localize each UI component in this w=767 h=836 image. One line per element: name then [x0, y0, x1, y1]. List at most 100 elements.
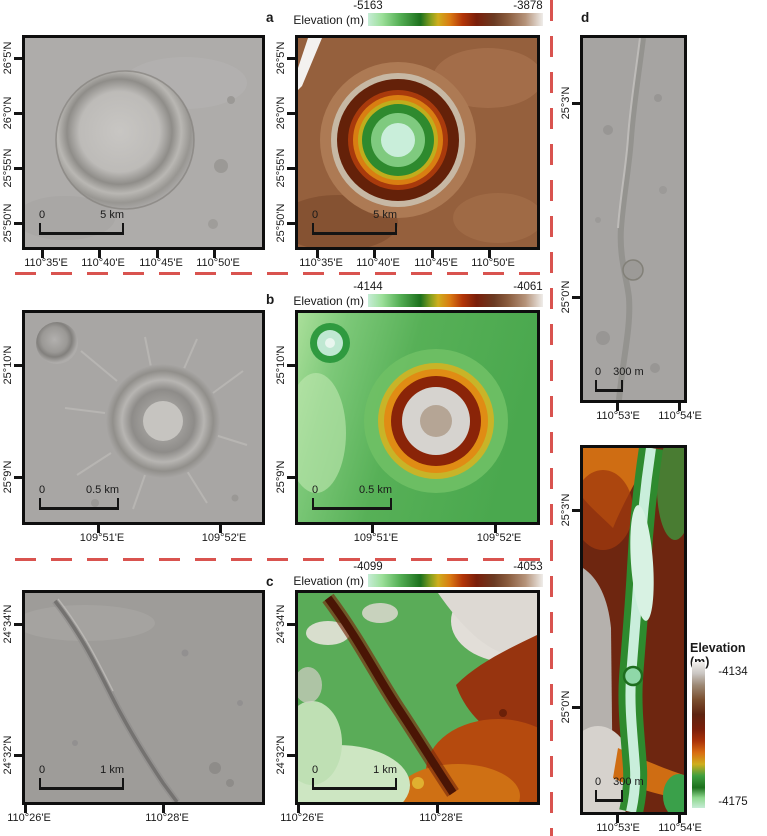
y-axis-label: 25°9'N	[275, 460, 287, 494]
scale-zero: 0	[595, 366, 602, 378]
x-tick	[616, 403, 619, 411]
y-tick	[14, 623, 22, 626]
scale-zero: 0	[312, 764, 319, 776]
panel-label-a: a	[266, 10, 274, 25]
scale-bar: 0 300 m	[595, 366, 644, 392]
crater-elevation-image	[298, 313, 537, 522]
scale-bracket	[595, 790, 623, 802]
channel-orthoimage	[25, 593, 262, 802]
x-axis-label: 109°51'E	[353, 532, 399, 544]
scale-bar: 0 0.5 km	[312, 484, 392, 510]
x-tick	[371, 525, 374, 533]
x-axis-label: 109°52'E	[201, 532, 247, 544]
y-axis-label: 25°50'N	[2, 203, 14, 243]
separator-row2-row3	[15, 558, 547, 561]
y-tick	[14, 112, 22, 115]
x-tick	[162, 805, 165, 813]
y-tick	[287, 623, 295, 626]
x-axis-label: 110°40'E	[356, 257, 400, 269]
y-axis-label: 25°50'N	[275, 203, 287, 243]
colorbar-a-label: Elevation (m)	[293, 13, 364, 27]
elevation-colorbar-a	[368, 13, 543, 26]
x-axis-label: 110°26'E	[7, 812, 51, 824]
y-tick	[572, 296, 580, 299]
y-axis-label: 26°5'N	[275, 41, 287, 75]
scale-bar: 0 300 m	[595, 776, 644, 802]
scale-zero: 0	[595, 776, 602, 788]
crater-orthoimage	[25, 313, 262, 522]
x-tick	[373, 250, 376, 258]
scale-length: 0.5 km	[358, 484, 392, 496]
x-tick	[616, 815, 619, 823]
y-tick	[287, 57, 295, 60]
y-tick	[287, 754, 295, 757]
scale-zero: 0	[312, 209, 319, 221]
scale-zero: 0	[39, 484, 46, 496]
y-tick	[572, 509, 580, 512]
y-tick	[14, 754, 22, 757]
panel-b-elevation: 0 0.5 km 25°10'N 25°9'N 109°51'E 109°52'E	[275, 310, 540, 544]
panel-label-d: d	[581, 10, 590, 25]
separator-row1-row2	[15, 272, 547, 275]
scale-bar: 0 1 km	[312, 764, 397, 790]
panel-b-grayscale: 0 0.5 km 25°10'N 25°9'N 109°51'E 109°52'E	[2, 310, 265, 544]
elevation-colorbar-d	[692, 662, 705, 808]
scale-bracket	[312, 498, 392, 510]
x-axis-label: 109°51'E	[79, 532, 125, 544]
scale-bar: 0 1 km	[39, 764, 124, 790]
panel-d-grayscale-map: 0 300 m	[580, 35, 687, 403]
x-tick	[431, 250, 434, 258]
x-axis-label: 109°52'E	[476, 532, 522, 544]
y-axis-label: 25°10'N	[275, 345, 287, 385]
elevation-colorbar-c	[368, 574, 543, 587]
x-axis-label: 110°54'E	[658, 410, 702, 422]
y-tick	[287, 364, 295, 367]
x-axis-label: 110°35'E	[299, 257, 343, 269]
panel-b-grayscale-map: 0 0.5 km	[22, 310, 265, 525]
y-axis-label: 25°55'N	[275, 148, 287, 188]
y-tick	[14, 57, 22, 60]
y-axis-label: 26°5'N	[2, 41, 14, 75]
panel-d-grayscale: 0 300 m 25°3'N 25°0'N 110°53'E 110°54'E	[560, 35, 702, 422]
x-axis-label: 110°28'E	[145, 812, 189, 824]
y-axis-label: 26°0'N	[275, 96, 287, 130]
scale-bar: 0 5 km	[312, 209, 397, 235]
x-tick	[316, 250, 319, 258]
x-axis-label: 110°54'E	[658, 822, 702, 834]
colorbar-d-top: -4134	[718, 666, 748, 678]
scale-bracket	[39, 778, 124, 790]
panel-a-elevation: 0 5 km 26°5'N 26°0'N 25°55'N 25°50'N 110°…	[275, 35, 540, 269]
x-tick	[678, 815, 681, 823]
scale-bracket	[312, 778, 397, 790]
panel-c-grayscale: 0 1 km 24°34'N 24°32'N 110°26'E 110°28'E	[2, 590, 265, 824]
x-axis-label: 110°28'E	[419, 812, 463, 824]
y-axis-label: 25°9'N	[2, 460, 14, 494]
scale-length: 0.5 km	[85, 484, 119, 496]
separator-column-d	[550, 0, 553, 836]
crater-elevation-image	[298, 38, 537, 247]
channel-elevation-image	[583, 448, 684, 812]
elevation-colorbar-b	[368, 294, 543, 307]
y-tick	[14, 167, 22, 170]
panel-c-grayscale-map: 0 1 km	[22, 590, 265, 805]
x-tick	[494, 525, 497, 533]
scale-zero: 0	[39, 209, 46, 221]
scale-bracket	[39, 223, 124, 235]
y-axis-label: 24°32'N	[275, 735, 287, 775]
colorbar-d-bottom: -4175	[718, 796, 748, 808]
y-axis-label: 24°34'N	[2, 604, 14, 644]
scale-length: 1 km	[373, 764, 397, 776]
y-axis-label: 25°55'N	[2, 148, 14, 188]
x-axis-label: 110°35'E	[24, 257, 68, 269]
x-axis-label: 110°45'E	[414, 257, 458, 269]
panel-d-elevation: 0 300 m 25°3'N 25°0'N 110°53'E 110°54'E	[560, 445, 702, 834]
x-axis-label: 110°53'E	[596, 822, 640, 834]
x-tick	[41, 250, 44, 258]
x-axis-label: 110°45'E	[139, 257, 183, 269]
scale-length: 1 km	[100, 764, 124, 776]
x-tick	[97, 525, 100, 533]
channel-orthoimage	[583, 38, 684, 400]
colorbar-c-label: Elevation (m)	[293, 574, 364, 588]
x-tick	[156, 250, 159, 258]
colorbar-b-max: -4061	[513, 281, 543, 293]
